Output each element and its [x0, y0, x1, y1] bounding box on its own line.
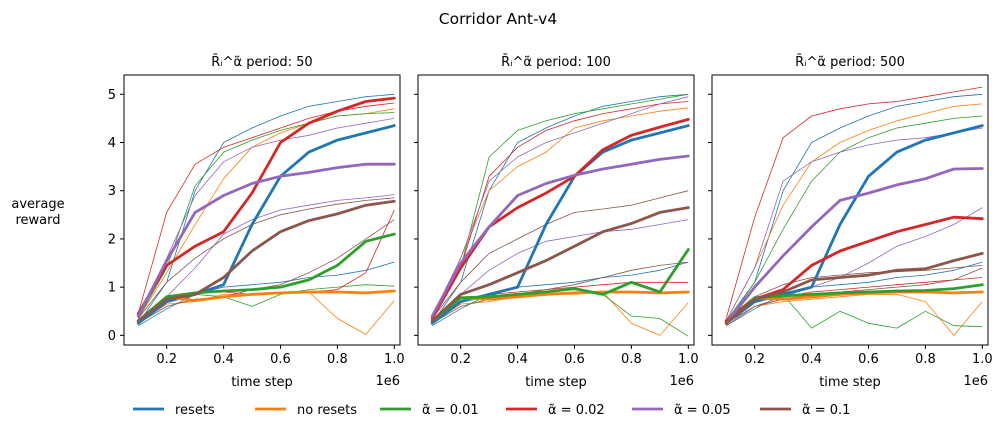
run-line-resets	[431, 261, 689, 327]
axes-frame	[417, 74, 695, 346]
series-line-noresets	[136, 289, 396, 323]
series-line-a001	[136, 232, 396, 323]
series-line-a005	[136, 162, 396, 318]
legend-label: α̃ = 0.05	[674, 403, 731, 418]
legend-item-a005: α̃ = 0.05	[632, 403, 731, 418]
chart-panels: R̄ᵢ^α̃ period: 50 0.2 0.4 0.6 0.8 1.0 0 1 2 3 4 5 ti…	[108, 55, 993, 390]
chart-panel-1: R̄ᵢ^α̃ period: 50 0.2 0.4 0.6 0.8 1.0 0 1 2 3 4 5 ti…	[108, 55, 405, 390]
figure-title: Corridor Ant-v4	[439, 10, 557, 28]
y-tick-label: 4	[108, 136, 116, 151]
x-axis-multiplier: 1e6	[669, 374, 694, 389]
x-tick-label: 0.4	[507, 352, 528, 367]
legend-item-a01: α̃ = 0.1	[760, 403, 850, 418]
run-line-a01	[725, 265, 983, 324]
plot-area	[136, 93, 396, 335]
series-line-a01	[724, 251, 984, 325]
run-line-a005	[137, 118, 395, 317]
x-tick-label: 0.6	[858, 352, 879, 367]
run-line-a002	[137, 102, 395, 314]
axes-frame	[123, 74, 401, 346]
series-line-a002	[430, 118, 690, 320]
x-tick-label: 0.8	[327, 352, 348, 367]
x-axis-label: time step	[231, 375, 293, 390]
legend-label: α̃ = 0.1	[802, 403, 850, 418]
x-tick-label: 0.4	[801, 352, 822, 367]
series-line-a01	[136, 199, 396, 323]
chart-panel-2: R̄ᵢ^α̃ period: 100 0.2 0.4 0.6 0.8 1.0 time st…	[414, 55, 699, 390]
run-line-a01	[137, 197, 395, 319]
run-line-a01	[431, 190, 689, 319]
x-axis-label: time step	[819, 375, 881, 390]
y-axis-label-line1: average	[11, 197, 64, 212]
run-line-a005	[725, 207, 983, 324]
run-line-a005	[137, 194, 395, 322]
y-tick-label: 3	[108, 184, 116, 199]
x-tick-label: 1.0	[678, 352, 699, 367]
run-line-a002	[725, 86, 983, 319]
x-tick-label: 0.8	[915, 352, 936, 367]
y-tick-label: 2	[108, 232, 116, 247]
panel-title: R̄ᵢ^α̃ period: 500	[795, 55, 905, 70]
y-axis-label-line2: reward	[15, 213, 60, 228]
x-tick-label: 0.2	[744, 352, 765, 367]
x-tick-label: 0.6	[270, 352, 291, 367]
run-line-a001	[431, 93, 689, 319]
legend-label: resets	[175, 403, 215, 418]
legend-item-a002: α̃ = 0.02	[506, 403, 605, 418]
y-tick-label: 1	[108, 281, 116, 296]
series-line-a001	[430, 248, 690, 323]
x-tick-label: 0.4	[213, 352, 234, 367]
x-axis-multiplier: 1e6	[963, 374, 988, 389]
panel-title: R̄ᵢ^α̃ period: 50	[211, 55, 312, 70]
plot-area	[430, 93, 690, 337]
x-tick-label: 0.8	[621, 352, 642, 367]
run-line-a005	[431, 96, 689, 317]
run-line-noresets	[725, 293, 983, 336]
series-line-a005	[724, 167, 984, 325]
run-line-a01	[137, 219, 395, 324]
panel-title: R̄ᵢ^α̃ period: 100	[501, 55, 611, 70]
legend-item-resets: resets	[133, 403, 215, 418]
x-tick-label: 0.2	[156, 352, 177, 367]
run-line-resets	[431, 93, 689, 324]
run-line-a01	[431, 261, 689, 324]
x-axis-multiplier: 1e6	[375, 374, 400, 389]
run-line-a005	[431, 219, 689, 322]
y-tick-label: 0	[108, 329, 116, 344]
axes-frame	[711, 74, 989, 346]
legend-label: α̃ = 0.02	[548, 403, 605, 418]
legend: resets no resets α̃ = 0.01 α̃ = 0.02 α̃ = 0.…	[133, 403, 850, 418]
x-axis-label: time step	[525, 375, 587, 390]
legend-item-noresets: no resets	[255, 403, 357, 418]
x-tick-label: 1.0	[972, 352, 993, 367]
y-tick-label: 5	[108, 88, 116, 103]
chart-panel-3: R̄ᵢ^α̃ period: 500 0.2 0.4 0.6 0.8 1.0 time st…	[708, 55, 993, 390]
plot-area	[724, 86, 984, 336]
x-tick-label: 1.0	[384, 352, 405, 367]
x-tick-label: 0.2	[450, 352, 471, 367]
run-line-a01	[725, 267, 983, 327]
series-line-a002	[136, 96, 396, 316]
run-line-a001	[725, 115, 983, 322]
x-tick-label: 0.6	[564, 352, 585, 367]
series-line-a01	[430, 206, 690, 323]
series-line-a005	[430, 154, 690, 318]
run-line-resets	[137, 261, 395, 327]
legend-label: α̃ = 0.01	[422, 403, 479, 418]
run-line-noresets	[725, 103, 983, 322]
legend-label: no resets	[297, 403, 357, 418]
run-line-noresets	[431, 107, 689, 319]
legend-item-a001: α̃ = 0.01	[380, 403, 479, 418]
run-line-a002	[431, 101, 689, 317]
